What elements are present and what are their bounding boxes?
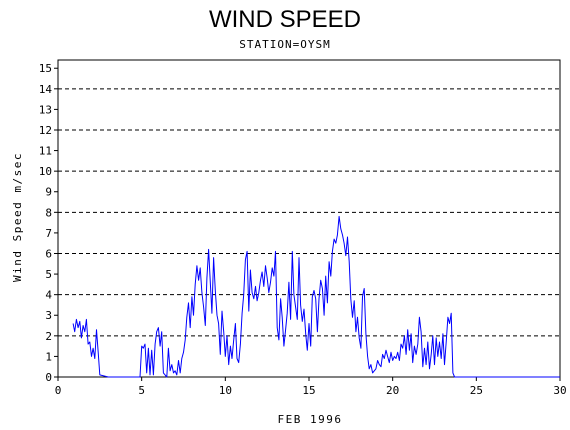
y-tick-label: 7 [45, 227, 52, 240]
x-tick-label: 5 [138, 384, 145, 397]
y-tick-label: 5 [45, 268, 52, 281]
y-tick-label: 0 [45, 371, 52, 384]
y-tick-label: 12 [39, 124, 52, 137]
y-tick-label: 2 [45, 330, 52, 343]
y-tick-label: 11 [39, 145, 52, 158]
y-axis-label: Wind Speed m/sec [11, 152, 24, 282]
y-tick-label: 15 [39, 62, 52, 75]
x-tick-label: 15 [302, 384, 315, 397]
x-tick-label: 0 [55, 384, 62, 397]
x-axis-label: FEB 1996 [278, 413, 343, 426]
x-tick-label: 20 [386, 384, 399, 397]
y-tick-label: 14 [39, 83, 53, 96]
y-tick-label: 4 [45, 289, 52, 302]
y-tick-label: 1 [45, 350, 52, 363]
y-tick-label: 13 [39, 103, 52, 116]
x-tick-label: 30 [553, 384, 566, 397]
y-tick-label: 8 [45, 206, 52, 219]
y-tick-label: 3 [45, 309, 52, 322]
y-tick-label: 10 [39, 165, 52, 178]
grid-lines [58, 88, 560, 378]
y-tick-label: 9 [45, 186, 52, 199]
x-tick-label: 25 [470, 384, 483, 397]
chart-title: WIND SPEED [208, 6, 361, 33]
x-tick-label: 10 [219, 384, 232, 397]
y-tick-label: 6 [45, 247, 52, 260]
series-line-1 [72, 215, 560, 378]
data-layer [72, 215, 560, 378]
chart-subtitle: STATION=OYSM [239, 38, 331, 51]
